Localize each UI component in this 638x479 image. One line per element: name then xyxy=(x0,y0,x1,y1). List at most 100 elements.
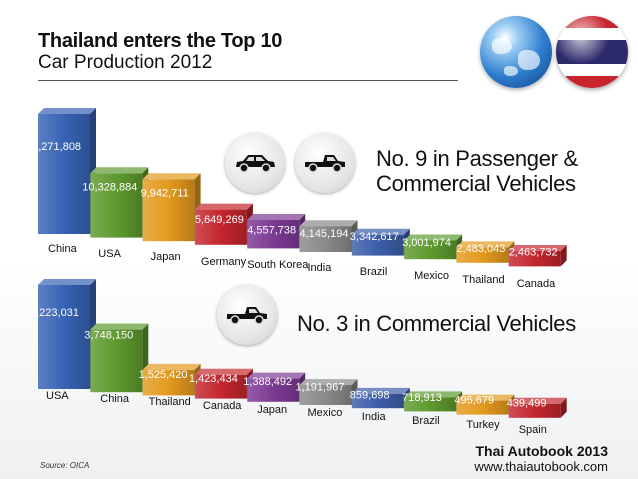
value-label: 19,271,808 xyxy=(26,141,81,153)
category-label: Mexico xyxy=(308,407,343,419)
bar-top xyxy=(299,379,358,386)
bar xyxy=(508,251,561,267)
category-label: USA xyxy=(46,390,69,402)
thailand-flag-icon xyxy=(556,16,628,88)
bar xyxy=(456,400,509,415)
bar xyxy=(456,247,509,263)
category-label: Mexico xyxy=(414,270,449,282)
bar-side xyxy=(560,245,567,267)
value-label: 9,942,711 xyxy=(141,187,189,199)
bar-top xyxy=(194,203,253,210)
headline-top-line1: No. 9 in Passenger & xyxy=(376,146,578,171)
bar xyxy=(404,240,457,260)
title-block: Thailand enters the Top 10 Car Productio… xyxy=(38,30,282,74)
category-label: South Korea xyxy=(247,259,309,271)
bar-top xyxy=(142,363,201,370)
headline-top: No. 9 in Passenger & Commercial Vehicles xyxy=(376,146,578,196)
bar-top xyxy=(456,241,515,248)
bar xyxy=(90,173,143,238)
value-label: 718,913 xyxy=(402,392,442,404)
brand-block: Thai Autobook 2013 www.thaiautobook.com xyxy=(474,443,608,475)
value-label: 6,223,031 xyxy=(30,307,79,319)
bar xyxy=(194,209,247,245)
category-label: Thailand xyxy=(149,396,191,408)
category-label: Thailand xyxy=(462,274,504,286)
value-label: 4,557,738 xyxy=(247,225,296,237)
bar-top xyxy=(404,234,463,241)
pickup-truck-icon xyxy=(217,285,277,345)
chart-subtitle: Car Production 2012 xyxy=(38,52,213,73)
globe-icon xyxy=(480,16,552,88)
title-underline xyxy=(38,80,458,81)
bar xyxy=(247,220,300,249)
bar xyxy=(90,329,143,393)
value-label: 10,328,884 xyxy=(82,181,137,193)
bar xyxy=(38,285,90,389)
bar-top xyxy=(508,245,567,252)
category-label: Turkey xyxy=(466,419,500,431)
bar xyxy=(142,179,195,242)
bar-top xyxy=(299,220,358,227)
category-label: India xyxy=(362,411,387,423)
category-label: Japan xyxy=(151,251,181,263)
category-label: Brazil xyxy=(412,415,440,427)
value-label: 2,483,043 xyxy=(456,243,505,255)
bar xyxy=(194,374,247,399)
bar xyxy=(299,385,352,405)
bar-side xyxy=(560,397,567,418)
category-label: Canada xyxy=(517,278,556,290)
bar-top xyxy=(247,214,306,221)
bar-top xyxy=(404,391,463,398)
bar-top xyxy=(508,397,567,404)
headline-top-line2: Commercial Vehicles xyxy=(376,171,576,196)
bar-top xyxy=(90,167,149,174)
chart-title: Thailand enters the Top 10 xyxy=(38,30,283,52)
bar xyxy=(38,114,90,234)
value-label: 4,145,194 xyxy=(300,228,349,240)
bar-top xyxy=(142,173,201,180)
bar-top xyxy=(38,108,96,114)
category-label: Spain xyxy=(519,424,547,436)
headline-bottom: No. 3 in Commercial Vehicles xyxy=(297,311,576,336)
brand-name: Thai Autobook 2013 xyxy=(475,443,608,459)
bar xyxy=(142,369,195,396)
value-label: 5,649,269 xyxy=(195,214,244,226)
bar-top xyxy=(90,323,149,330)
value-label: 2,463,732 xyxy=(509,247,558,259)
value-label: 3,342,617 xyxy=(350,231,399,243)
category-label: Germany xyxy=(201,256,247,268)
value-label: 1,525,420 xyxy=(139,369,188,381)
category-label: China xyxy=(100,393,130,405)
value-label: 859,698 xyxy=(350,389,390,401)
bar-top xyxy=(194,368,253,375)
bar xyxy=(404,397,457,412)
bar-top xyxy=(38,279,96,285)
value-label: 1,388,492 xyxy=(243,376,292,388)
value-label: 1,423,434 xyxy=(189,373,238,385)
value-label: 495,679 xyxy=(454,394,494,406)
category-label: Brazil xyxy=(360,266,388,278)
value-label: 1,191,967 xyxy=(296,381,345,393)
category-label: USA xyxy=(98,248,121,260)
brand-url: www.thaiautobook.com xyxy=(474,459,608,474)
bar xyxy=(299,226,352,252)
bar-top xyxy=(456,394,515,401)
category-label: India xyxy=(308,262,333,274)
sedan-car-icon xyxy=(225,133,285,193)
bar-top xyxy=(351,228,410,235)
bar xyxy=(247,378,300,402)
category-label: Canada xyxy=(203,400,242,412)
category-label: Japan xyxy=(257,404,287,416)
source-note: Source: OICA xyxy=(40,461,90,470)
value-label: 3,001,974 xyxy=(402,237,451,249)
bar xyxy=(351,393,404,409)
value-label: 439,499 xyxy=(507,398,547,410)
bar xyxy=(351,234,404,256)
value-label: 3,748,150 xyxy=(84,330,133,342)
bar-top xyxy=(351,387,410,394)
bar xyxy=(508,403,561,418)
bar-top xyxy=(247,372,306,379)
pickup-truck-icon xyxy=(295,133,355,193)
category-label: China xyxy=(48,243,78,255)
